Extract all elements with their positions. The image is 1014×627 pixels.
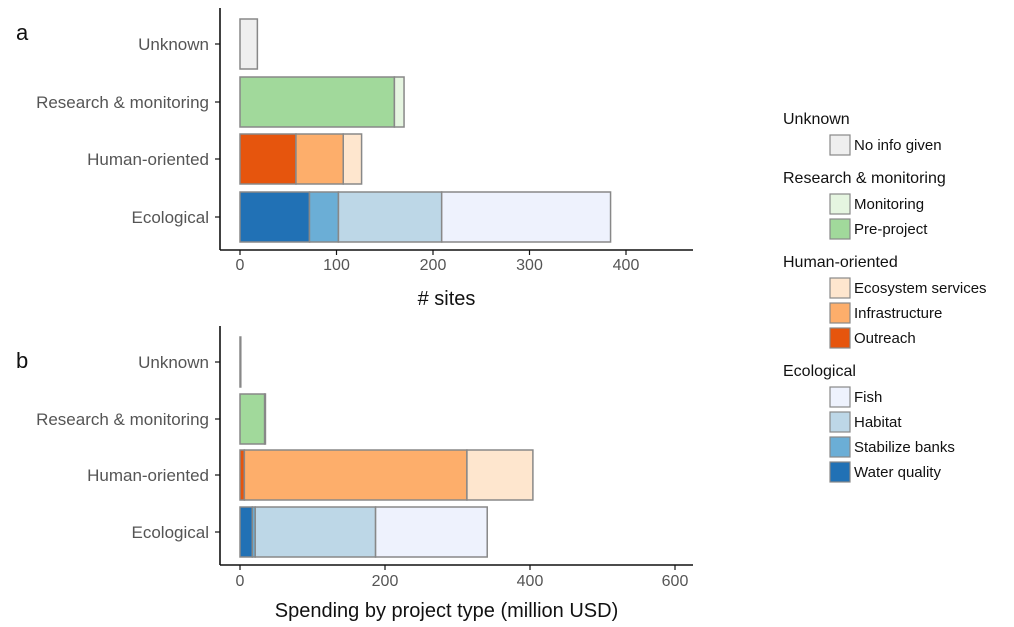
panel-a-category-label-ecological: Ecological [132,208,210,227]
legend-swatch-stabilize-banks [829,436,851,458]
legend-label-infrastructure: Infrastructure [854,305,942,322]
panel-b-x-tick-label: 600 [662,573,689,590]
panel-a-x-tick-label: 400 [613,257,640,274]
panel-a-x-tick-label: 200 [420,257,447,274]
panel-b-bar-unknown-no-info-given [239,336,242,388]
legend-label-habitat: Habitat [854,414,902,431]
legend-label-monitoring: Monitoring [854,196,924,213]
legend-swatch-pre-project [829,218,851,240]
panel-b-bar-research-and-monitoring-pre-project [239,393,266,445]
legend-group-title-research-and-monitoring: Research & monitoring [783,170,946,187]
panel-a-bar-ecological-habitat [337,191,443,243]
panel-a-bar-research-and-monitoring-monitoring [393,76,405,128]
legend-group-title-unknown: Unknown [783,111,850,128]
panel-a-bar-ecological-water-quality [239,191,311,243]
panel-a-category-label-unknown: Unknown [138,35,209,54]
panel-b-x-tick-label: 0 [236,573,245,590]
panel-a-x-tick-label: 100 [323,257,350,274]
panel-b-x-tick-label: 400 [517,573,544,590]
panel-a-bar-human-oriented-infrastructure [295,133,345,185]
legend-swatch-water-quality [829,461,851,483]
panel-b-category-label-research-and-monitoring: Research & monitoring [36,410,209,429]
panel-a-bar-research-and-monitoring-pre-project [239,76,396,128]
legend-swatch-habitat [829,411,851,433]
panel-a-letter: a [16,20,29,45]
panel-a: a 0 100 200 300 400 Unknown Research & monitori… [16,8,693,310]
legend-label-water-quality: Water quality [854,464,941,481]
panel-b-category-label-ecological: Ecological [132,523,210,542]
panel-b-x-axis-title: Spending by project type (million USD) [275,600,619,622]
legend-group-title-ecological: Ecological [783,363,856,380]
panel-b-bar-human-oriented-ecosystem-services [466,449,534,501]
panel-b-bar-ecological-fish [374,506,488,558]
panel-a-x-tick-label: 0 [236,257,245,274]
panel-b-bar-ecological-habitat [254,506,377,558]
panel-a-bar-human-oriented-outreach [239,133,297,185]
panel-b-category-label-human-oriented: Human-oriented [87,466,209,485]
legend-swatch-infrastructure [829,302,851,324]
legend-group-title-human-oriented: Human-oriented [783,254,898,271]
legend-label-stabilize-banks: Stabilize banks [854,439,955,456]
panel-b-bar-research-and-monitoring-monitoring [263,393,267,445]
panel-b-bar-human-oriented-infrastructure [243,449,468,501]
panel-a-bar-ecological-fish [440,191,612,243]
panel-b-x-tick-label: 200 [372,573,399,590]
panel-a-category-label-research-and-monitoring: Research & monitoring [36,93,209,112]
panel-a-bar-human-oriented-ecosystem-services [342,133,363,185]
legend-swatch-outreach [829,327,851,349]
legend-swatch-fish [829,386,851,408]
legend-label-pre-project: Pre-project [854,221,928,238]
panel-a-bar-unknown-no-info-given [239,18,259,70]
panel-a-category-label-human-oriented: Human-oriented [87,150,209,169]
legend-label-fish: Fish [854,389,882,406]
panel-b: b 0 200 400 600 Unknown Research & monitoring H… [16,326,693,622]
panel-a-x-axis-title: # sites [418,288,476,310]
panel-b-category-label-unknown: Unknown [138,353,209,372]
legend-label-ecosystem-services: Ecosystem services [854,280,987,297]
panel-b-letter: b [16,348,28,373]
panel-a-x-tick-label: 300 [516,257,543,274]
legend-swatch-ecosystem-services [829,277,851,299]
legend-label-no-info-given: No info given [854,137,942,154]
legend-swatch-no-info-given [829,134,851,156]
panel-a-bar-ecological-stabilize-banks [308,191,340,243]
legend-swatch-monitoring [829,193,851,215]
legend-label-outreach: Outreach [854,330,916,347]
panel-b-bar-ecological-water-quality [239,506,254,558]
